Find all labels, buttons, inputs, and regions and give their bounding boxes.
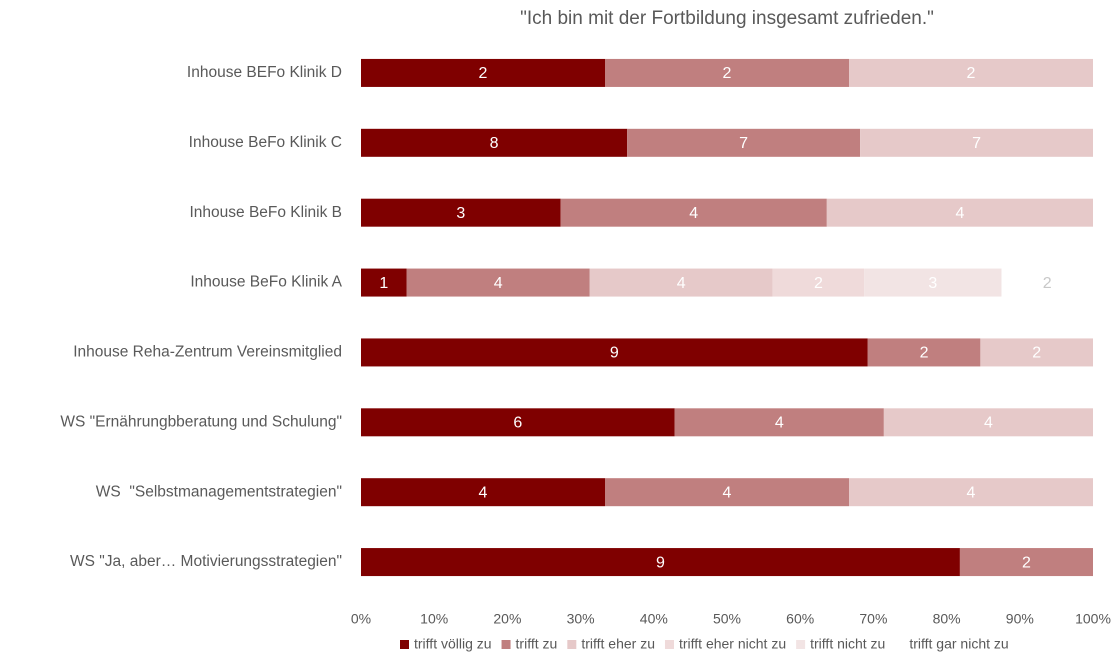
bar-segment xyxy=(406,268,590,297)
bar-segment xyxy=(772,268,865,297)
x-tick-label: 10% xyxy=(420,611,448,627)
data-label: 4 xyxy=(723,484,732,501)
data-label: 2 xyxy=(1022,554,1031,571)
legend-label: trifft völlig zu xyxy=(414,636,492,652)
x-tick-label: 30% xyxy=(567,611,595,627)
data-label: 8 xyxy=(490,135,499,152)
data-label: 1 xyxy=(379,275,388,292)
x-tick-label: 40% xyxy=(640,611,668,627)
bar-segment xyxy=(674,408,884,437)
data-label: 2 xyxy=(1032,345,1041,362)
bar-segment xyxy=(980,338,1093,367)
y-tick-label: Inhouse BeFo Klinik B xyxy=(189,204,342,221)
bar-segment xyxy=(605,478,849,507)
data-label: 7 xyxy=(972,135,981,152)
bar-segment xyxy=(605,58,849,87)
x-tick-label: 0% xyxy=(351,611,371,627)
legend-label: trifft zu xyxy=(516,636,558,652)
x-tick-label: 80% xyxy=(933,611,961,627)
y-tick-label: Inhouse Reha-Zentrum Vereinsmitglied xyxy=(73,344,342,361)
x-tick-label: 20% xyxy=(493,611,521,627)
data-label: 2 xyxy=(1043,275,1052,292)
data-label: 4 xyxy=(967,484,976,501)
bar-segment xyxy=(361,408,675,437)
x-tick-label: 60% xyxy=(786,611,814,627)
data-label: 2 xyxy=(920,345,929,362)
legend-label: trifft nicht zu xyxy=(810,636,885,652)
bar-segment xyxy=(361,128,628,157)
legend-swatch xyxy=(567,640,577,649)
y-tick-label: Inhouse BeFo Klinik A xyxy=(190,274,342,291)
legend-label: trifft gar nicht zu xyxy=(909,636,1008,652)
bar-segment xyxy=(361,268,407,297)
y-tick-label: WS "Selbstmanagementstrategien" xyxy=(96,483,342,500)
bar-segment xyxy=(361,338,868,367)
bar-segment xyxy=(1001,268,1093,297)
data-label: 3 xyxy=(456,205,465,222)
bar-segment xyxy=(867,338,981,367)
data-label: 6 xyxy=(513,415,522,432)
legend-swatch xyxy=(664,640,674,649)
data-label: 2 xyxy=(479,65,488,82)
bar-segment xyxy=(589,268,773,297)
bar-segment xyxy=(560,198,827,227)
bar-segment xyxy=(361,548,960,577)
data-label: 3 xyxy=(928,275,937,292)
bar-segment xyxy=(849,58,1093,87)
data-label: 4 xyxy=(494,275,503,292)
bar-segment xyxy=(959,548,1093,577)
y-tick-label: Inhouse BeFo Klinik C xyxy=(189,134,342,151)
data-label: 4 xyxy=(689,205,698,222)
x-tick-label: 100% xyxy=(1075,611,1111,627)
legend-label: trifft eher nicht zu xyxy=(679,636,786,652)
data-label: 9 xyxy=(610,345,619,362)
data-label: 7 xyxy=(739,135,748,152)
bar-segment xyxy=(883,408,1093,437)
bar-segment xyxy=(361,198,561,227)
legend-swatch xyxy=(895,640,905,649)
data-label: 4 xyxy=(775,415,784,432)
x-tick-label: 50% xyxy=(713,611,741,627)
data-label: 2 xyxy=(814,275,823,292)
legend-label: trifft eher zu xyxy=(581,636,655,652)
bar-segment xyxy=(361,58,605,87)
data-label: 2 xyxy=(967,65,976,82)
bar-segment xyxy=(826,198,1093,227)
bar-segment xyxy=(361,478,605,507)
data-label: 9 xyxy=(656,554,665,571)
bar-segment xyxy=(849,478,1093,507)
bar-segment xyxy=(860,128,1093,157)
y-tick-label: WS "Ja, aber… Motivierungsstrategien" xyxy=(70,553,342,570)
data-label: 4 xyxy=(984,415,993,432)
legend-swatch xyxy=(400,640,409,649)
bar-segment xyxy=(864,268,1002,297)
x-tick-label: 70% xyxy=(859,611,887,627)
y-tick-label: WS "Ernährungbberatung und Schulung" xyxy=(60,413,342,430)
legend-swatch xyxy=(796,640,806,649)
legend-swatch xyxy=(501,640,511,649)
data-label: 4 xyxy=(479,484,488,501)
data-label: 4 xyxy=(677,275,686,292)
data-label: 2 xyxy=(723,65,732,82)
data-label: 4 xyxy=(955,205,964,222)
bar-segment xyxy=(627,128,861,157)
y-tick-label: Inhouse BEFo Klinik D xyxy=(187,64,342,81)
x-tick-label: 90% xyxy=(1006,611,1034,627)
chart-title: "Ich bin mit der Fortbildung insgesamt z… xyxy=(520,8,934,29)
